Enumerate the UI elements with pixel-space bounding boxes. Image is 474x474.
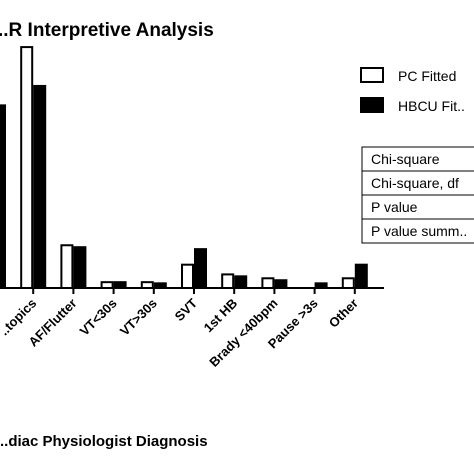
- x-axis-title: ..diac Physiologist Diagnosis: [0, 433, 208, 450]
- stats-row-label: P value summ..: [371, 223, 467, 239]
- stats-row-label: Chi-square, df: [371, 175, 459, 191]
- legend-swatch: [360, 67, 384, 83]
- stats-row-label: Chi-square: [371, 151, 440, 167]
- x-tick-label: Other: [326, 296, 361, 331]
- legend-label: PC Fitted: [398, 68, 456, 84]
- x-tick-label: 1st HB: [201, 296, 241, 336]
- bar-hbcu-fitted-0: [0, 104, 6, 289]
- bar-hbcu-fitted-6: [234, 275, 248, 290]
- bar-hbcu-fitted-1: [33, 84, 47, 289]
- stats-row-label: P value: [371, 199, 418, 215]
- legend-label: HBCU Fit..: [398, 98, 465, 114]
- legend: PC Fitted HBCU Fit..: [360, 67, 465, 114]
- stats-table: Chi-square Chi-square, df P value P value s…: [361, 146, 474, 244]
- bar-hbcu-fitted-7: [274, 279, 288, 290]
- x-tick-label: SVT: [172, 295, 201, 324]
- x-tick-label: VT<30s: [77, 296, 120, 339]
- bar-hbcu-fitted-9: [354, 263, 368, 289]
- bar-pc-fitted-2: [60, 244, 74, 289]
- bar-pc-fitted-5: [181, 263, 194, 289]
- bar-pc-fitted-9: [341, 277, 355, 289]
- bar-pc-fitted-1: [20, 46, 34, 290]
- legend-swatch: [360, 97, 384, 113]
- bars-group: [0, 46, 368, 290]
- bar-hbcu-fitted-2: [73, 246, 87, 289]
- x-tick-label: VT>30s: [117, 296, 160, 339]
- bar-pc-fitted-6: [221, 273, 235, 289]
- bar-pc-fitted-7: [261, 277, 275, 289]
- bar-hbcu-fitted-5: [194, 248, 207, 289]
- x-ticks: [32, 288, 356, 294]
- chart-title: ..R Interpretive Analysis: [0, 20, 214, 41]
